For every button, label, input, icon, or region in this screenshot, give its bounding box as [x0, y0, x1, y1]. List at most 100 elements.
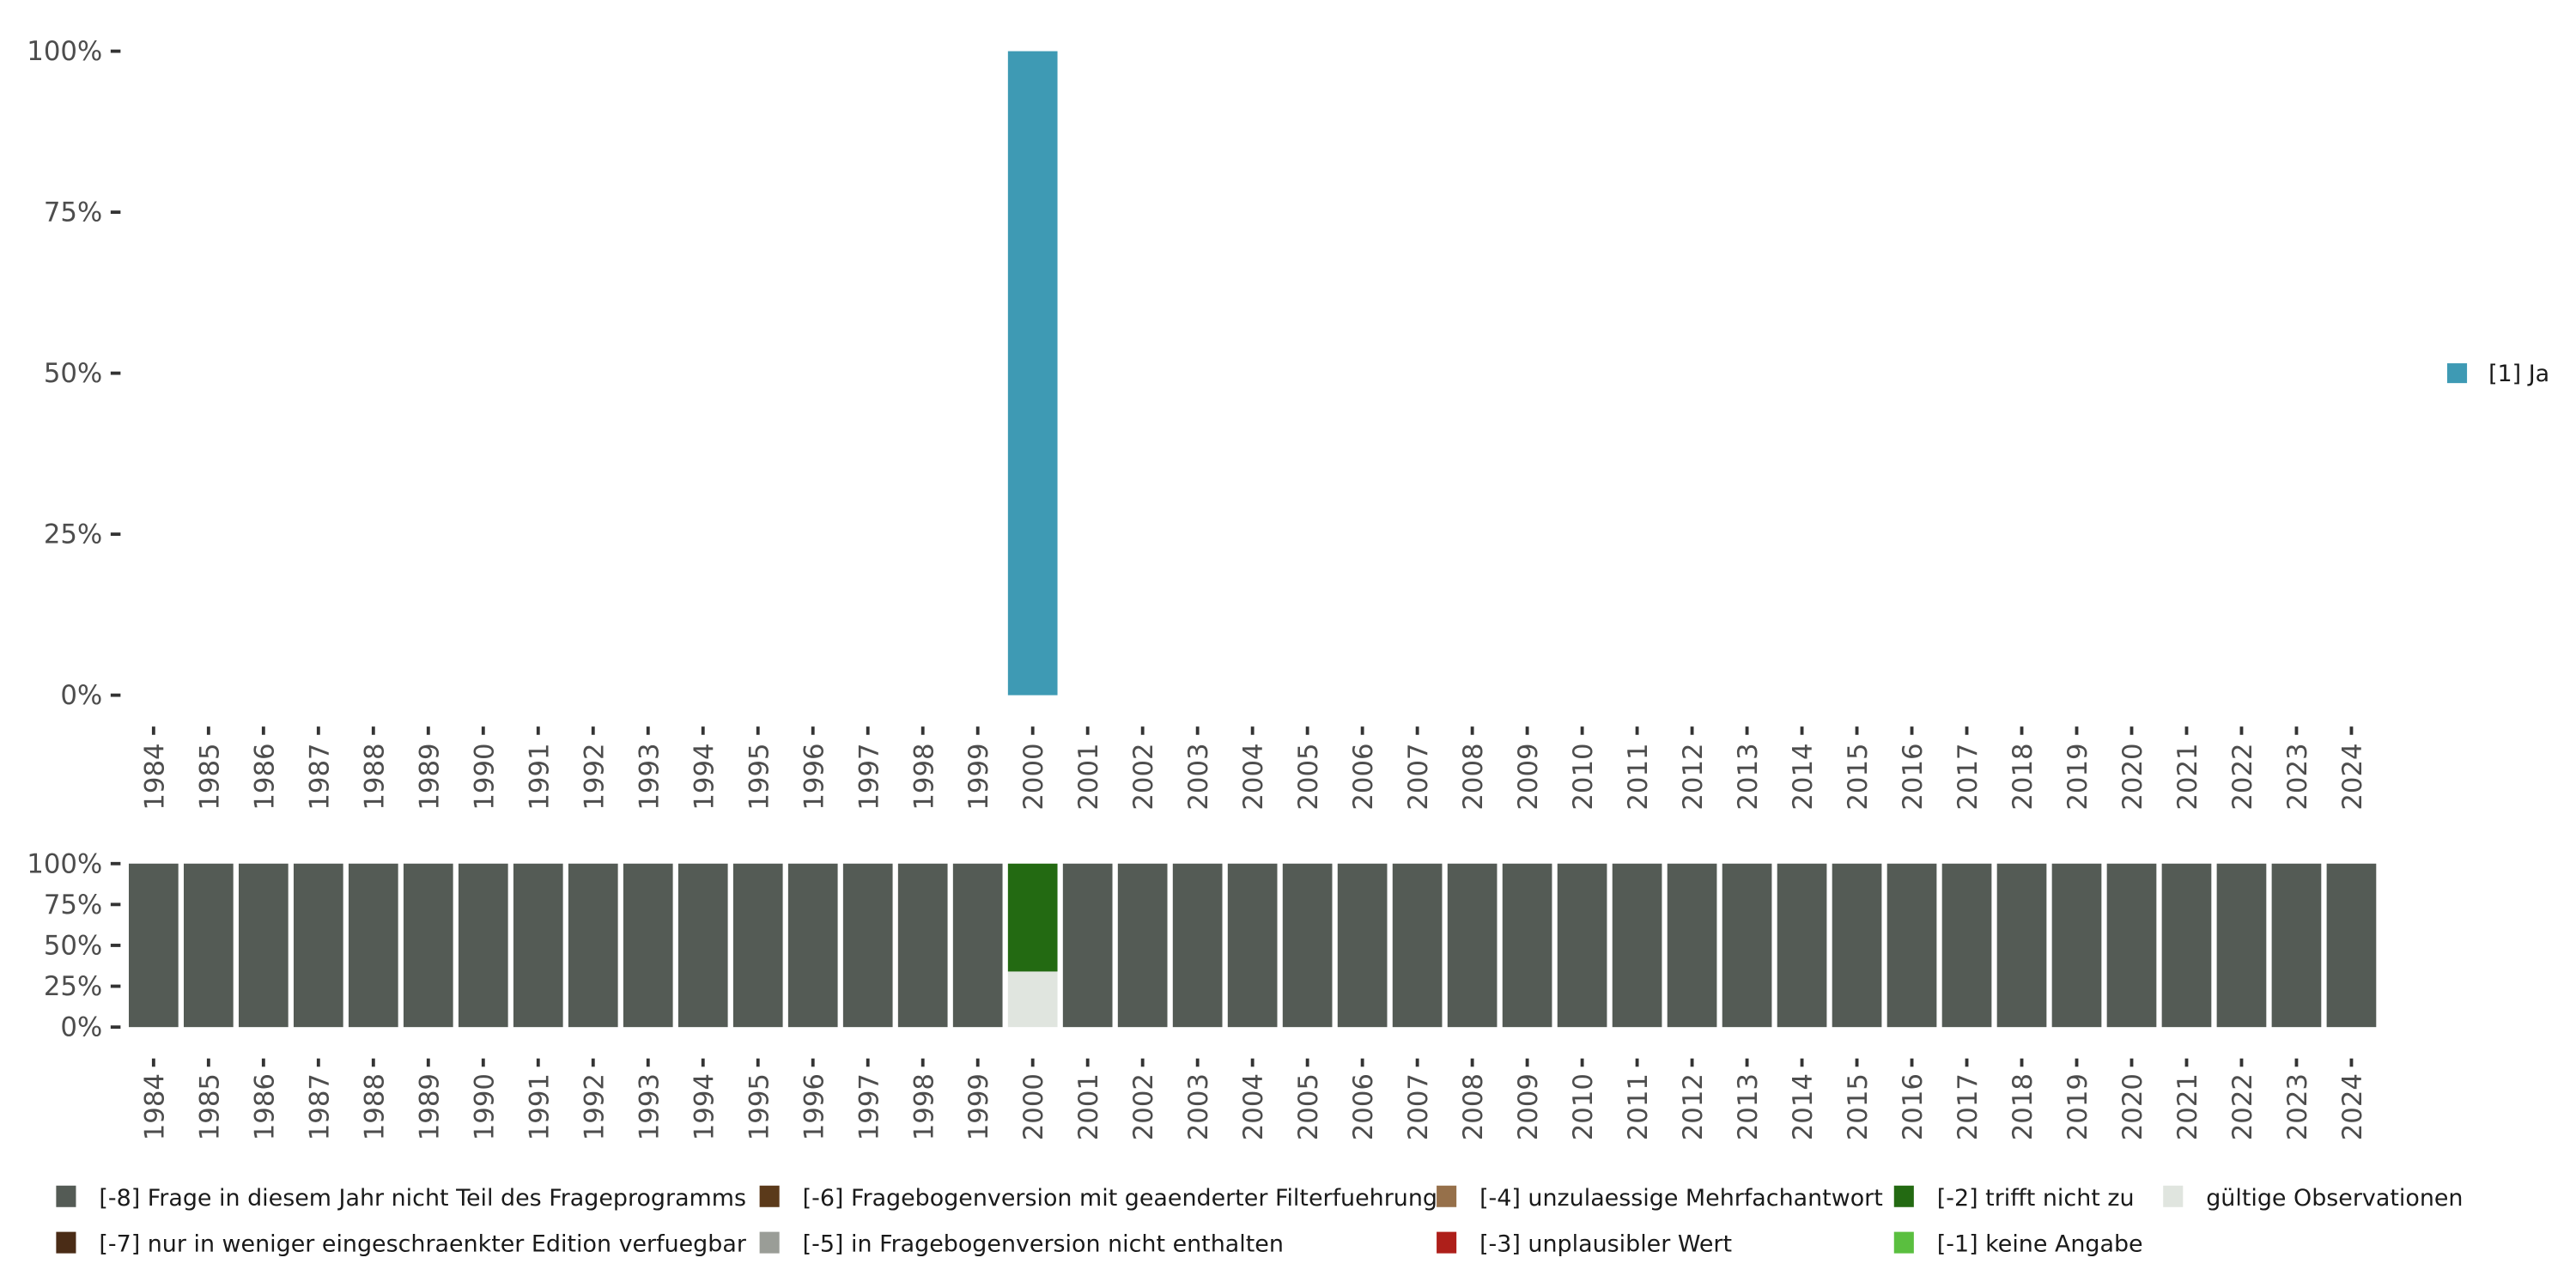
legend-label: [-3] unplausibler Wert [1479, 1231, 1732, 1258]
legend-swatch [1437, 1231, 1457, 1254]
x-tick-label: 2003 [1183, 743, 1214, 810]
x-tick-label: 2005 [1293, 1073, 1324, 1140]
x-tick-label: 2019 [2063, 1073, 2093, 1140]
x-tick-label: 2008 [1458, 1073, 1489, 1140]
bottom-legend: [-8] Frage in diesem Jahr nicht Teil des… [56, 1185, 2464, 1258]
legend-swatch [1437, 1185, 1457, 1207]
x-tick-label: 2009 [1513, 1073, 1544, 1140]
x-tick-label: 2008 [1458, 743, 1489, 810]
bar-1984-series-2 [129, 863, 179, 1028]
x-tick-label: 1985 [194, 743, 225, 810]
x-tick-label: 2023 [2282, 743, 2313, 810]
bar-1992-series-2 [568, 863, 618, 1028]
legend-label: [-5] in Fragebogenversion nicht enthalte… [803, 1231, 1284, 1258]
bar-1993-series-2 [623, 863, 673, 1028]
x-tick-label: 1991 [524, 1073, 555, 1140]
y-tick-label: 0% [60, 680, 102, 711]
bar-2015-series-2 [1832, 863, 1882, 1028]
x-tick-label: 2001 [1073, 1073, 1104, 1140]
y-tick-label: 0% [60, 1012, 102, 1043]
x-tick-label: 2000 [1018, 1073, 1049, 1140]
x-tick-label: 2018 [2008, 1073, 2038, 1140]
x-tick-label: 2011 [1623, 1073, 1654, 1140]
x-tick-label: 2012 [1678, 743, 1709, 810]
x-tick-label: 2005 [1293, 743, 1324, 810]
bar-2024-series-2 [2326, 863, 2377, 1028]
x-tick-label: 1984 [139, 1073, 170, 1140]
x-tick-label: 2006 [1348, 1073, 1379, 1140]
x-tick-label: 2018 [2008, 743, 2038, 810]
legend-swatch [56, 1231, 76, 1254]
bar-2020-series-2 [2106, 863, 2157, 1028]
x-tick-label: 1988 [359, 743, 390, 810]
x-tick-label: 1998 [908, 743, 939, 810]
x-tick-label: 1993 [634, 743, 665, 810]
y-tick-label: 50% [44, 358, 102, 389]
x-tick-label: 1990 [469, 743, 500, 810]
x-tick-label: 1992 [579, 743, 610, 810]
x-tick-label: 2013 [1733, 1073, 1764, 1140]
x-tick-label: 2013 [1733, 743, 1764, 810]
x-tick-label: 2002 [1128, 1073, 1159, 1140]
x-tick-label: 2016 [1898, 1073, 1929, 1140]
bar-2018-series-2 [1996, 863, 2047, 1028]
x-tick-label: 2021 [2172, 1073, 2203, 1140]
legend-swatch [759, 1231, 780, 1254]
bar-2009-series-2 [1502, 863, 1552, 1028]
x-tick-label: 2016 [1898, 743, 1929, 810]
x-tick-label: 2015 [1843, 1073, 1874, 1140]
x-tick-label: 2015 [1843, 743, 1874, 810]
legend-swatch [1893, 1231, 1914, 1254]
x-tick-label: 1997 [854, 1073, 884, 1140]
x-tick-label: 1984 [139, 743, 170, 810]
x-tick-label: 2014 [1788, 1073, 1819, 1140]
x-tick-label: 2024 [2337, 1073, 2368, 1140]
bar-2012-series-2 [1667, 863, 1717, 1028]
x-tick-label: 1985 [194, 1073, 225, 1140]
bar-2013-series-2 [1722, 863, 1772, 1028]
x-tick-label: 1987 [304, 743, 335, 810]
bar-1986-series-2 [238, 863, 289, 1028]
legend-label: [-7] nur in weniger eingeschraenkter Edi… [99, 1231, 746, 1258]
bar-2001-series-2 [1062, 863, 1113, 1028]
bar-2004-series-2 [1227, 863, 1278, 1028]
x-tick-label: 2007 [1403, 743, 1434, 810]
x-tick-label: 1999 [963, 1073, 994, 1140]
legend-label: [-2] trifft nicht zu [1937, 1185, 2135, 1212]
bar-1991-series-2 [513, 863, 563, 1028]
x-tick-label: 2011 [1623, 743, 1654, 810]
legend-swatch [2163, 1185, 2184, 1207]
bar-1994-series-2 [677, 863, 728, 1028]
top-legend: [1] Ja [2447, 361, 2549, 387]
bar-1998-series-2 [897, 863, 948, 1028]
x-tick-label: 2020 [2117, 1073, 2148, 1140]
x-tick-label: 1994 [689, 743, 720, 810]
x-tick-label: 2002 [1128, 743, 1159, 810]
y-tick-label: 25% [44, 519, 102, 550]
bar-2014-series-2 [1777, 863, 1827, 1028]
bar-1990-series-2 [458, 863, 508, 1028]
legend-swatch [759, 1185, 780, 1207]
x-tick-label: 2003 [1183, 1073, 1214, 1140]
x-tick-label: 2021 [2172, 743, 2203, 810]
x-tick-label: 1999 [963, 743, 994, 810]
x-tick-label: 2000 [1018, 743, 1049, 810]
x-tick-label: 1997 [854, 743, 884, 810]
x-tick-label: 2010 [1568, 1073, 1599, 1140]
bar-2021-series-2 [2161, 863, 2212, 1028]
y-tick-label: 100% [27, 36, 102, 67]
x-tick-label: 2012 [1678, 1073, 1709, 1140]
y-tick-label: 100% [27, 848, 102, 879]
y-tick-label: 75% [44, 890, 102, 920]
bar-1999-series-2 [952, 863, 1003, 1028]
x-tick-label: 2022 [2227, 743, 2258, 810]
bar-2000-series-0 [1007, 51, 1058, 696]
bar-2002-series-2 [1117, 863, 1168, 1028]
bar-1989-series-2 [403, 863, 453, 1028]
legend-swatch [56, 1185, 76, 1207]
bar-1997-series-2 [842, 863, 893, 1028]
bar-1988-series-2 [348, 863, 398, 1028]
bar-2008-series-2 [1447, 863, 1498, 1028]
x-tick-label: 2017 [1953, 1073, 1984, 1140]
bar-2017-series-2 [1941, 863, 1992, 1028]
